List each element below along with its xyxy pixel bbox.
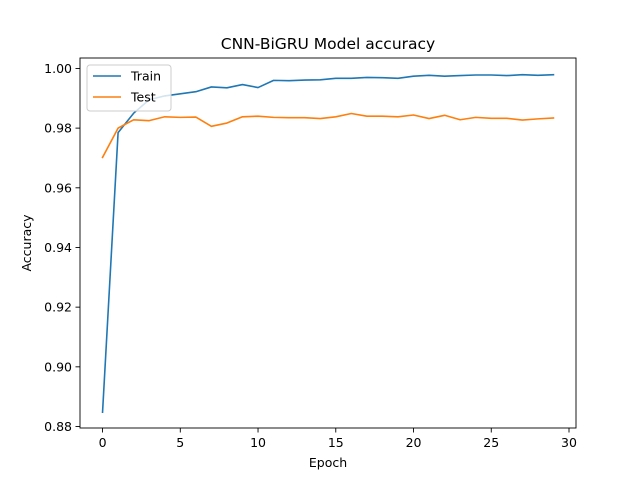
- x-axis-label: Epoch: [309, 455, 347, 470]
- x-tick-label: 0: [99, 435, 107, 450]
- legend-label-test: Test: [130, 90, 156, 105]
- y-tick-label: 0.96: [44, 180, 72, 195]
- plot-frame: [79, 57, 577, 429]
- x-tick-label: 20: [406, 435, 422, 450]
- series-layer: [101, 73, 555, 414]
- y-tick-label: 0.94: [44, 240, 72, 255]
- x-tick-label: 5: [176, 435, 184, 450]
- legend-label-train: Train: [130, 69, 161, 84]
- y-tick-label: 1.00: [44, 61, 72, 76]
- tick-layer: 0 5 10 15 20 25 30 0.88 0.90 0.92 0.94 0.96 0.98 1.00: [44, 61, 577, 450]
- y-axis-label: Accuracy: [19, 214, 34, 272]
- legend: Train Test: [86, 64, 172, 112]
- y-tick-label: 0.92: [44, 300, 72, 315]
- y-tick-label: 0.98: [44, 121, 72, 136]
- series-line-train: [101, 73, 555, 414]
- x-tick-label: 25: [483, 435, 499, 450]
- y-tick-label: 0.90: [44, 359, 72, 374]
- y-tick-label: 0.88: [44, 419, 72, 434]
- x-tick-label: 10: [250, 435, 266, 450]
- chart-title: CNN-BiGRU Model accuracy: [221, 35, 435, 53]
- x-tick-label: 15: [328, 435, 344, 450]
- x-tick-label: 30: [561, 435, 577, 450]
- series-line-test: [101, 112, 555, 159]
